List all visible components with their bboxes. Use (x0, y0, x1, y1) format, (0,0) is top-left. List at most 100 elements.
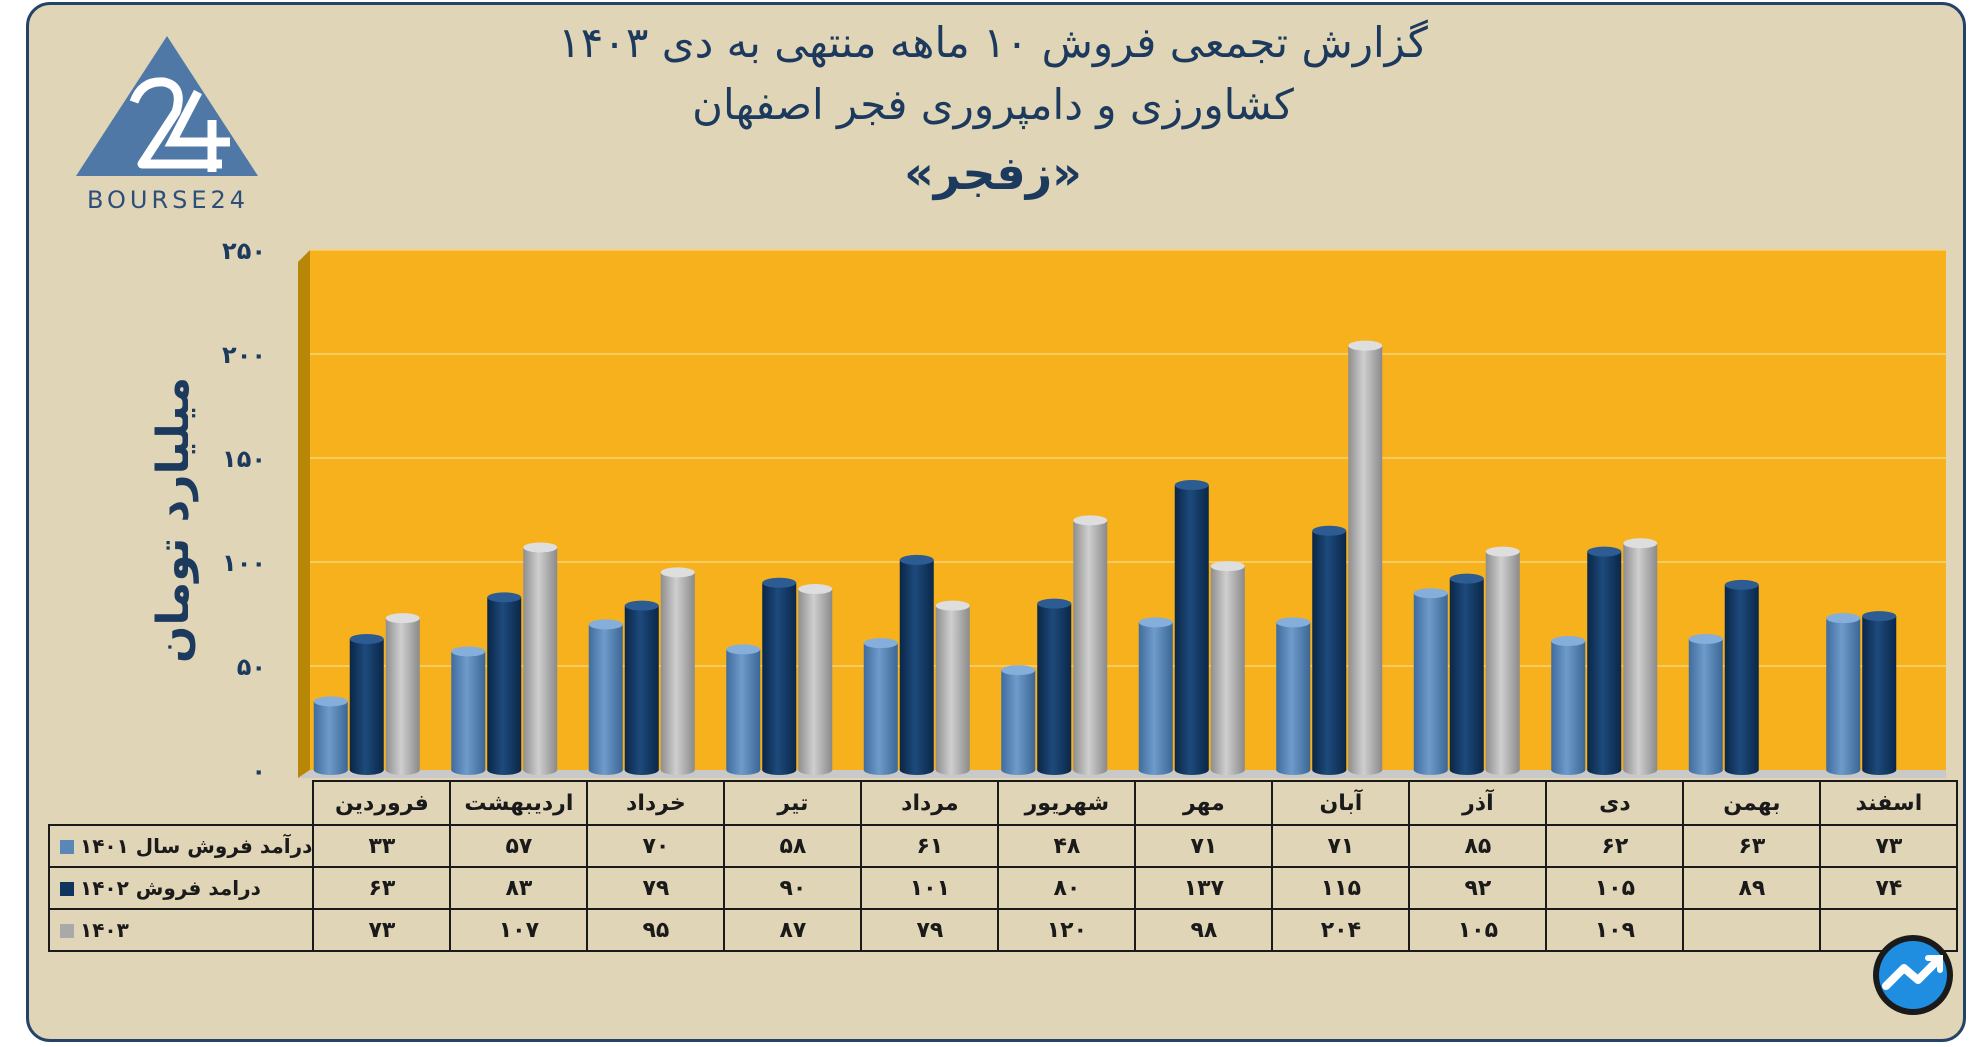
data-label: ۱۰۱ (860, 866, 1000, 910)
bar (1413, 588, 1448, 775)
legend-swatch (60, 839, 74, 854)
chart-title: گزارش تجمعی فروش ۱۰ ماهه منتهی به دی ۱۴۰… (558, 18, 1428, 67)
data-label: ۷۳ (312, 908, 452, 952)
data-label: ۸۳ (449, 866, 589, 910)
trend-arrow-badge-icon (1873, 935, 1953, 1015)
data-label: ۹۰ (723, 866, 863, 910)
series-name: ۱۴۰۳ (80, 917, 129, 942)
data-label: ۸۷ (723, 908, 863, 952)
series-name: درامد فروش ۱۴۰۲ (80, 875, 261, 900)
legend-swatch (60, 923, 74, 938)
bar (1826, 613, 1861, 775)
legend-entry: درامد فروش ۱۴۰۲ (47, 866, 315, 910)
data-label: ۶۳ (312, 866, 452, 910)
data-label: ۷۱ (1134, 824, 1274, 868)
bar (1623, 538, 1658, 775)
series-name: درآمد فروش سال ۱۴۰۱ (80, 833, 313, 858)
data-label: ۶۲ (1545, 824, 1685, 868)
table-corner (49, 781, 313, 825)
bar (1551, 636, 1586, 775)
bar (1862, 611, 1897, 775)
bar (726, 644, 761, 775)
company-symbol: «زفجر» (904, 146, 1082, 200)
data-label: ۱۰۷ (449, 908, 589, 952)
bar (1174, 480, 1209, 775)
data-label: ۱۰۵ (1408, 908, 1548, 952)
data-label: ۷۹ (860, 908, 1000, 952)
x-tick-label: فروردین (312, 780, 452, 826)
bar (1001, 665, 1036, 775)
bar (1688, 633, 1723, 775)
data-label: ۸۹ (1682, 866, 1822, 910)
y-tick-label: ۲۰۰ (222, 341, 266, 369)
data-table: فروردین اردیبهشت خرداد تیر مرداد شهریور مهر آبا… (47, 780, 1959, 952)
bar (1449, 573, 1484, 775)
legend-entry: ۱۴۰۳ (47, 908, 315, 952)
data-label: ۱۰۵ (1545, 866, 1685, 910)
x-tick-label: اسفند (1819, 780, 1959, 826)
y-tick-label: ۵۰ (237, 653, 266, 681)
data-label: ۴۸ (997, 824, 1137, 868)
data-label: ۱۲۰ (997, 908, 1137, 952)
bar (487, 592, 522, 775)
data-label: ۳۳ (312, 824, 452, 868)
bar (385, 613, 420, 775)
bar (1348, 340, 1383, 775)
logo-wordmark: BOURSE24 (86, 186, 250, 214)
plot-floor (298, 770, 1946, 778)
data-label: ۱۱۵ (1271, 866, 1411, 910)
data-label: ۹۸ (1134, 908, 1274, 952)
bar (523, 542, 558, 775)
bar (1138, 617, 1173, 775)
data-label: ۸۰ (997, 866, 1137, 910)
bar (624, 600, 659, 775)
bar (762, 577, 797, 775)
plot-area (310, 250, 1946, 770)
bar (1276, 617, 1311, 775)
table-row: درآمد فروش سال ۱۴۰۱ ۳۳ ۵۷ ۷۰ ۵۸ ۶۱ ۴۸ ۷۱ ۷۱ ۸۵ ۶۲ ۶… (47, 824, 1959, 868)
x-tick-label: آبان (1271, 780, 1411, 826)
bar (863, 638, 898, 775)
data-label: ۷۳ (1819, 824, 1959, 868)
bar (660, 567, 695, 775)
x-tick-label: دی (1545, 780, 1685, 826)
data-label: ۱۳۷ (1134, 866, 1274, 910)
bar (1724, 579, 1759, 775)
data-label: ۹۲ (1408, 866, 1548, 910)
y-tick-label: ۱۰۰ (222, 549, 266, 577)
triangle-24-logo-icon (76, 36, 258, 176)
data-label: ۲۰۴ (1271, 908, 1411, 952)
bar (1210, 561, 1245, 775)
data-label: ۱۰۹ (1545, 908, 1685, 952)
data-label: ۶۳ (1682, 824, 1822, 868)
x-tick-label: آذر (1408, 780, 1548, 826)
bar (798, 584, 833, 775)
x-tick-label: خرداد (586, 780, 726, 826)
x-tick-label: بهمن (1682, 780, 1822, 826)
y-tick-label: ۲۵۰ (222, 237, 266, 265)
table-row: ۱۴۰۳ ۷۳ ۱۰۷ ۹۵ ۸۷ ۷۹ ۱۲۰ ۹۸ ۲۰۴ ۱۰۵ ۱۰۹ (47, 908, 1959, 952)
table-row: درامد فروش ۱۴۰۲ ۶۳ ۸۳ ۷۹ ۹۰ ۱۰۱ ۸۰ ۱۳۷ ۱۱۵ ۹۲ ۱۰۵ ۸… (47, 866, 1959, 910)
bar (1312, 525, 1347, 775)
data-label: ۷۹ (586, 866, 726, 910)
y-tick-label: ۰ (251, 757, 266, 785)
data-label: ۸۵ (1408, 824, 1548, 868)
x-tick-label: شهریور (997, 780, 1137, 826)
y-tick-label: ۱۵۰ (222, 445, 266, 473)
x-tick-label: مرداد (860, 780, 1000, 826)
data-label (1682, 908, 1822, 952)
plot-side-wall (298, 250, 310, 778)
data-label: ۵۷ (449, 824, 589, 868)
bar (349, 633, 384, 775)
data-label: ۷۱ (1271, 824, 1411, 868)
bar (1073, 515, 1108, 775)
bar-chart: ۰ ۵۰ ۱۰۰ ۱۵۰ ۲۰۰ ۲۵۰ (222, 237, 1946, 785)
bar (935, 600, 970, 775)
data-label: ۶۱ (860, 824, 1000, 868)
bar (1485, 546, 1520, 775)
bar (1037, 598, 1072, 775)
data-label: ۹۵ (586, 908, 726, 952)
bar (451, 646, 486, 775)
data-label: ۷۰ (586, 824, 726, 868)
chart-subtitle: کشاورزی و دامپروری فجر اصفهان (692, 80, 1294, 129)
